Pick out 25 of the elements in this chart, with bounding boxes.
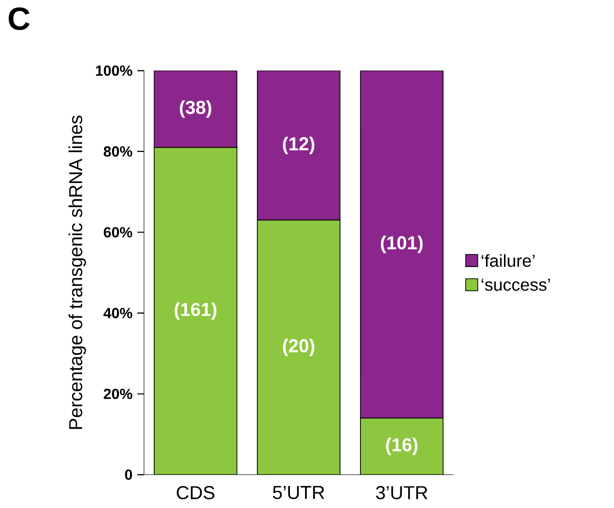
x-tick-label: 3’UTR <box>376 486 428 500</box>
text: ‘success’ <box>482 278 550 291</box>
annotation: (101) <box>380 236 423 254</box>
y-axis-title: Percentage of transgenic shRNA lines <box>68 116 86 429</box>
x-tick-label: CDS <box>176 486 214 500</box>
y-tick-label: 20% <box>104 388 132 400</box>
x-tick-label: 5’UTR <box>272 486 324 500</box>
bar <box>256 70 340 221</box>
y-tick-label: 40% <box>104 308 132 318</box>
bar <box>256 220 340 475</box>
y-tick-label: 0 <box>125 469 132 480</box>
chart-title: C <box>8 7 30 30</box>
bar <box>154 70 238 148</box>
legend-label: ‘failure’ <box>482 254 534 267</box>
bar <box>154 147 238 475</box>
bar <box>360 70 444 419</box>
annotation: (38) <box>180 100 212 118</box>
annotation: (161) <box>174 302 216 320</box>
y-tick-label: 80% <box>104 146 132 157</box>
annotation: (16) <box>386 438 418 456</box>
bar <box>360 418 444 475</box>
annotation: (12) <box>282 136 314 154</box>
y-tick-label: 100% <box>96 65 132 76</box>
y-tick-label: 60% <box>104 227 132 238</box>
annotation: (20) <box>282 338 314 356</box>
